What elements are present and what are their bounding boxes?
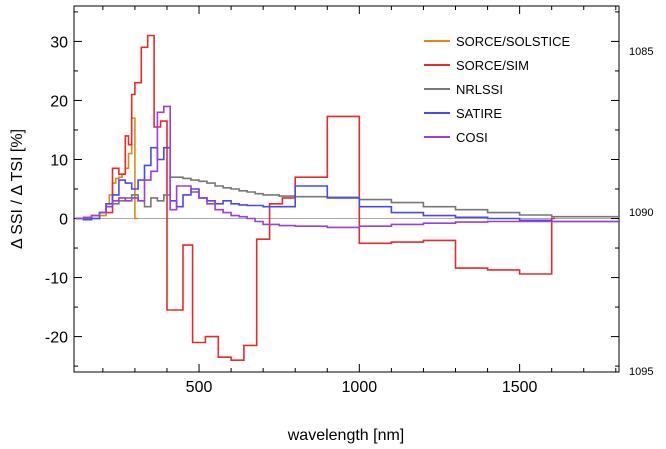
side-label: 1095 xyxy=(629,366,653,378)
plot-frame xyxy=(73,5,620,373)
y-tick-label: 10 xyxy=(50,152,68,169)
y-tick-label: -10 xyxy=(45,271,68,288)
side-label: 1085 xyxy=(629,46,653,58)
series-cosi xyxy=(75,105,619,229)
legend-label: COSI xyxy=(456,130,488,145)
side-label: 1090 xyxy=(629,207,653,219)
series-sorce-solstice xyxy=(75,117,139,220)
legend-label: NRLSSI xyxy=(456,82,503,97)
side-labels: 1085 1090 1095 xyxy=(629,46,653,378)
legend-label: SORCE/SOLSTICE xyxy=(456,34,570,49)
y-axis-label: Δ SSI / Δ TSI [%] xyxy=(9,129,26,249)
legend-label: SATIRE xyxy=(456,106,502,121)
y-tick-label: 30 xyxy=(50,34,68,51)
x-tick-label: 1500 xyxy=(502,379,538,396)
y-tick-label: 20 xyxy=(50,93,68,110)
series-sorce-sim xyxy=(106,34,555,361)
series-layer xyxy=(75,34,619,361)
x-tick-label: 1000 xyxy=(342,379,378,396)
x-tick-label: 500 xyxy=(186,379,213,396)
x-axis-label: wavelength [nm] xyxy=(287,427,405,444)
legend: SORCE/SOLSTICE SORCE/SIM NRLSSI SATIRE COSI xyxy=(424,34,570,145)
ticks: 500 1000 1500 -20 -10 0 10 20 30 xyxy=(45,6,619,396)
y-tick-label: -20 xyxy=(45,330,68,347)
series-nrlssi xyxy=(75,176,619,220)
y-tick-label: 0 xyxy=(59,212,68,229)
legend-label: SORCE/SIM xyxy=(456,58,529,73)
